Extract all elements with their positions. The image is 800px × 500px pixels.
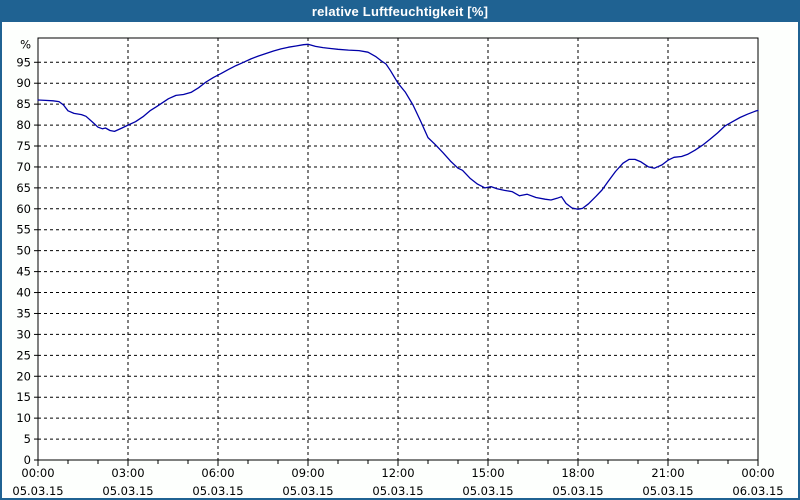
y-tick-label: 55 xyxy=(16,223,31,237)
y-tick-label: 95 xyxy=(16,55,31,69)
x-tick-date-label: 05.03.15 xyxy=(642,484,693,498)
y-tick-label: 50 xyxy=(16,244,31,258)
x-tick-time-label: 12:00 xyxy=(381,466,414,480)
y-tick-label: 85 xyxy=(16,97,31,111)
y-tick-label: 70 xyxy=(16,160,31,174)
x-tick-date-label: 05.03.15 xyxy=(192,484,243,498)
y-tick-label: 80 xyxy=(16,118,31,132)
x-tick-date-label: 05.03.15 xyxy=(372,484,423,498)
x-tick-time-label: 06:00 xyxy=(201,466,234,480)
y-tick-label: 30 xyxy=(16,327,31,341)
x-tick-time-label: 03:00 xyxy=(111,466,144,480)
y-tick-label: 60 xyxy=(16,202,31,216)
x-tick-date-label: 05.03.15 xyxy=(552,484,603,498)
y-tick-label: 25 xyxy=(16,348,31,362)
x-tick-date-label: 06.03.15 xyxy=(732,484,783,498)
y-tick-label: 75 xyxy=(16,139,31,153)
y-axis-unit-label: % xyxy=(20,37,31,51)
y-tick-label: 90 xyxy=(16,76,31,90)
y-tick-label: 5 xyxy=(24,432,31,446)
x-tick-date-label: 05.03.15 xyxy=(12,484,63,498)
y-tick-label: 65 xyxy=(16,181,31,195)
x-tick-time-label: 00:00 xyxy=(741,466,774,480)
y-tick-label: 40 xyxy=(16,286,31,300)
x-tick-date-label: 05.03.15 xyxy=(282,484,333,498)
humidity-line-chart: 0 5 10 15 20 25 30 35 40 45 50 55 60 65 70 75 80 85 90 95% 0… xyxy=(12,37,783,498)
x-tick-date-label: 05.03.15 xyxy=(462,484,513,498)
x-tick-time-label: 21:00 xyxy=(651,466,684,480)
x-tick-time-label: 00:00 xyxy=(21,466,54,480)
y-tick-label: 35 xyxy=(16,306,31,320)
chart-area: 0 5 10 15 20 25 30 35 40 45 50 55 60 65 70 75 80 85 90 95% 0… xyxy=(2,22,798,498)
y-tick-label: 45 xyxy=(16,265,31,279)
humidity-series-line xyxy=(37,43,759,210)
y-tick-label: 15 xyxy=(16,390,31,404)
y-tick-label: 0 xyxy=(24,453,31,467)
x-tick-time-label: 15:00 xyxy=(471,466,504,480)
x-tick-time-label: 09:00 xyxy=(291,466,324,480)
chart-title: relative Luftfeuchtigkeit [%] xyxy=(311,3,489,19)
y-tick-label: 10 xyxy=(16,411,31,425)
x-tick-time-label: 18:00 xyxy=(561,466,594,480)
x-tick-date-label: 05.03.15 xyxy=(102,484,153,498)
y-tick-label: 20 xyxy=(16,369,31,383)
title-bar: relative Luftfeuchtigkeit [%] xyxy=(0,0,800,22)
